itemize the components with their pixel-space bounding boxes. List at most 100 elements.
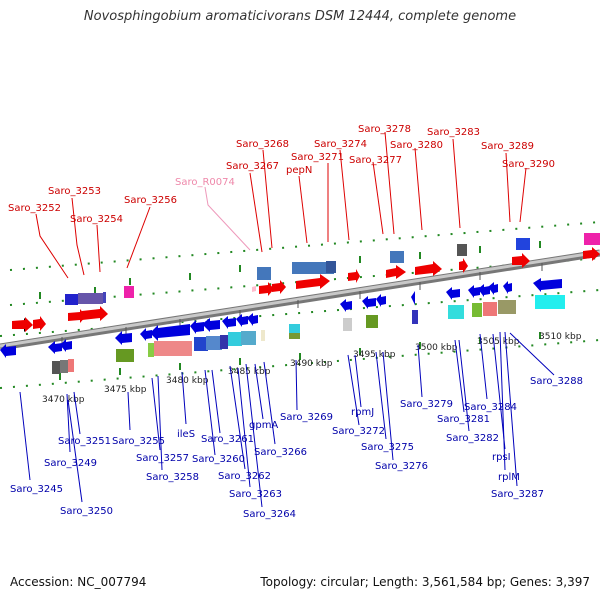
gene-label[interactable]: Saro_3258 [146, 472, 199, 483]
gene-arrow [272, 280, 286, 294]
gene-label[interactable]: Saro_3290 [502, 159, 555, 170]
gene-label[interactable]: Saro_3281 [437, 414, 490, 425]
forward-genes[interactable] [12, 247, 600, 332]
scale-label: 3485 kbp [228, 367, 271, 377]
feature-box [194, 337, 208, 351]
gene-label[interactable]: Saro_3256 [124, 195, 177, 206]
gene-label[interactable]: Saro_3278 [358, 124, 411, 135]
gene-label[interactable]: Saro_3284 [464, 402, 517, 413]
gene-label[interactable]: Saro_3252 [8, 203, 61, 214]
feature-box [65, 294, 78, 305]
gene-label[interactable]: Saro_3263 [229, 489, 282, 500]
gene-label[interactable]: Saro_3287 [491, 489, 544, 500]
gene-arrow [48, 341, 62, 354]
gene-label[interactable]: Saro_3255 [112, 436, 165, 447]
gene-rna [252, 286, 256, 292]
gene-label[interactable]: Saro_3264 [243, 509, 296, 520]
gene-arrow [190, 320, 204, 334]
feature-box [261, 330, 265, 341]
genome-backbone [0, 249, 600, 351]
gene-label[interactable]: gpmA [249, 420, 278, 431]
feature-box [498, 300, 516, 314]
gene-label[interactable]: Saro_R0074 [175, 177, 235, 188]
gene-arrow [446, 287, 460, 300]
gene-label[interactable]: pepN [286, 165, 312, 176]
gene-label[interactable]: Saro_3260 [192, 454, 245, 465]
gene-label[interactable]: Saro_3266 [254, 447, 307, 458]
gene-label[interactable]: Saro_3272 [332, 426, 385, 437]
reverse-features[interactable] [52, 295, 565, 374]
gene-arrow [33, 316, 46, 331]
gene-label[interactable]: Saro_3274 [314, 139, 367, 150]
feature-box [257, 267, 271, 280]
guide-rails [0, 221, 600, 389]
gene-label[interactable]: Saro_3289 [481, 141, 534, 152]
gene-label[interactable]: Saro_3249 [44, 458, 97, 469]
feature-box [292, 262, 334, 274]
gene-label[interactable]: Saro_3262 [218, 471, 271, 482]
gene-label[interactable]: Saro_3257 [136, 453, 189, 464]
feature-box [584, 233, 600, 245]
feature-box [289, 333, 300, 339]
gene-arrow [583, 247, 600, 261]
gene-label[interactable]: Saro_3245 [10, 484, 63, 495]
gene-label[interactable]: Saro_3271 [291, 152, 344, 163]
gene-arrow [348, 269, 360, 283]
feature-box [366, 315, 378, 328]
feature-box [124, 286, 134, 298]
reverse-genes[interactable] [0, 278, 562, 358]
gene-label[interactable]: Saro_3280 [390, 140, 443, 151]
feature-box [220, 335, 228, 349]
gene-label[interactable]: rplM [498, 472, 520, 483]
gene-label[interactable]: ileS [177, 429, 195, 440]
gene-label[interactable]: Saro_3275 [361, 442, 414, 453]
gene-label[interactable]: rpmJ [351, 407, 374, 418]
gene-label[interactable]: Saro_3269 [280, 412, 333, 423]
gene-label[interactable]: Saro_3268 [236, 139, 289, 150]
gene-label[interactable]: Saro_3251 [58, 436, 111, 447]
feature-box [343, 318, 352, 331]
gene-arrow [478, 284, 490, 297]
gene-label[interactable]: Saro_3253 [48, 186, 101, 197]
upper-leader-lines [35, 131, 527, 279]
map-title: Novosphingobium aromaticivorans DSM 1244… [83, 9, 517, 24]
gene-label[interactable]: Saro_3277 [349, 155, 402, 166]
accession-text: Accession: NC_007794 [10, 575, 147, 589]
gene-label[interactable]: rpsI [492, 452, 511, 463]
forward-features[interactable] [65, 233, 600, 305]
gene-label[interactable]: Saro_3279 [400, 399, 453, 410]
gene-arrow [411, 291, 415, 305]
gene-arrow [236, 314, 248, 327]
gene-arrow [60, 339, 72, 352]
feature-box [60, 360, 68, 373]
lower-gene-labels: Saro_3245 Saro_3249 Saro_3250 Saro_3251 … [10, 376, 583, 520]
gene-arrow [386, 265, 406, 279]
feature-box [52, 361, 60, 374]
feature-box [148, 343, 154, 357]
gene-arrow [12, 317, 33, 332]
scale-label: 3495 kbp [353, 350, 396, 360]
gene-label[interactable]: Saro_3261 [201, 434, 254, 445]
gene-label[interactable]: Saro_3276 [375, 461, 428, 472]
feature-box [241, 331, 256, 345]
gene-arrow [82, 306, 108, 321]
feature-box [472, 303, 482, 317]
gene-arrow [296, 274, 330, 289]
gene-arrow [68, 309, 86, 323]
feature-box [516, 238, 530, 250]
feature-box [228, 332, 242, 346]
gene-label[interactable]: Saro_3250 [60, 506, 113, 517]
gene-arrow [0, 344, 16, 358]
gene-label[interactable]: Saro_3267 [226, 161, 279, 172]
gene-label[interactable]: Saro_3283 [427, 127, 480, 138]
scale-label: 3475 kbp [104, 385, 147, 395]
gene-label[interactable]: Saro_3288 [530, 376, 583, 387]
gene-label[interactable]: Saro_3254 [70, 214, 123, 225]
scale-label: 3490 kbp [290, 359, 333, 369]
gene-arrow [533, 278, 562, 292]
gene-label[interactable]: Saro_3282 [446, 433, 499, 444]
scale-label: 3505 kbp [477, 337, 520, 347]
feature-box [326, 261, 336, 273]
gene-arrow [150, 324, 190, 341]
lower-leader-lines [19, 331, 555, 508]
